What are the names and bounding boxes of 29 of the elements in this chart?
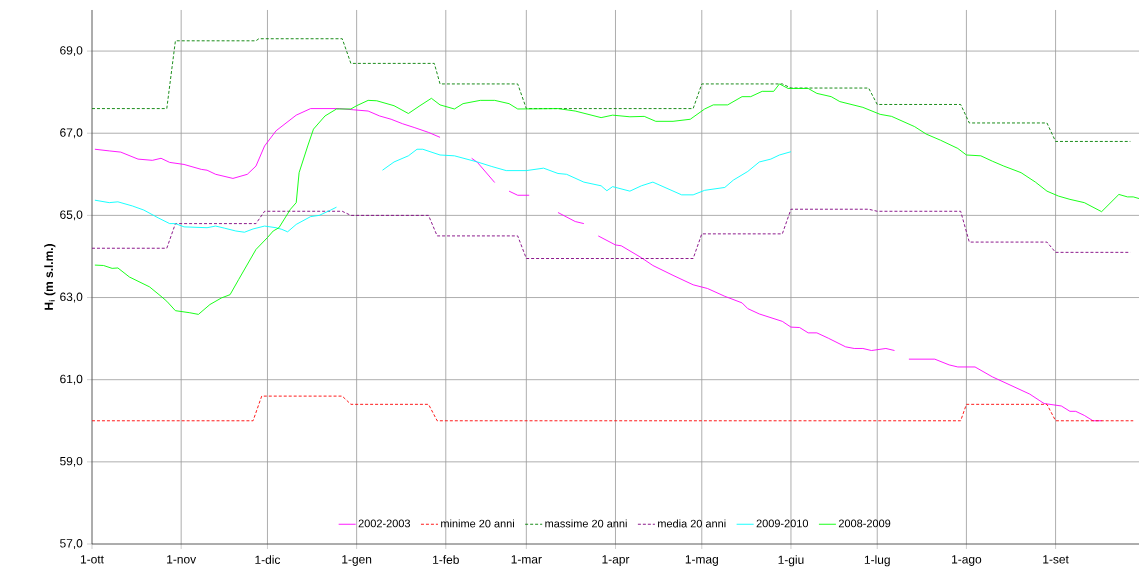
x-tick-label: 1-mag — [685, 555, 718, 566]
legend-label: 2009-2010 — [756, 519, 809, 528]
y-tick-label: 61,0 — [60, 374, 83, 385]
y-tick-label: 63,0 — [60, 292, 83, 303]
x-tick-label: 1-lug — [864, 555, 890, 567]
x-tick-label: 1-mar — [511, 555, 542, 564]
x-tick-label: 1-ott — [80, 555, 104, 564]
legend-label: media 20 anni — [658, 519, 726, 528]
line-series — [94, 83, 1139, 315]
y-tick-label: 69,0 — [60, 46, 83, 57]
legend-label: minime 20 anni — [441, 519, 514, 528]
x-tick-label: 1-giu — [778, 555, 804, 567]
x-tick-label: 1-apr — [602, 555, 630, 566]
x-tick-label: 1-dic — [255, 555, 281, 564]
x-tick-label: 1-set — [1043, 555, 1069, 564]
line-series — [92, 208, 1131, 259]
y-tick-label: 59,0 — [60, 456, 83, 467]
legend-label: 2002-2003 — [358, 519, 411, 528]
x-tick-label: 1-ago — [952, 555, 982, 566]
y-axis-title: H$_{i}$ (m s.l.m.) — [44, 244, 56, 310]
x-tick-label: 1-gen — [342, 555, 372, 566]
x-tick-label: 1-feb — [433, 555, 459, 564]
legend-label: massime 20 anni — [545, 519, 627, 528]
x-tick-label: 1-nov — [167, 555, 197, 564]
line-series — [92, 38, 1131, 142]
legend-label: 2008-2009 — [838, 519, 891, 528]
y-tick-label: 67,0 — [60, 128, 83, 139]
y-tick-label: 57,0 — [60, 539, 83, 549]
y-tick-label: 65,0 — [60, 210, 83, 221]
